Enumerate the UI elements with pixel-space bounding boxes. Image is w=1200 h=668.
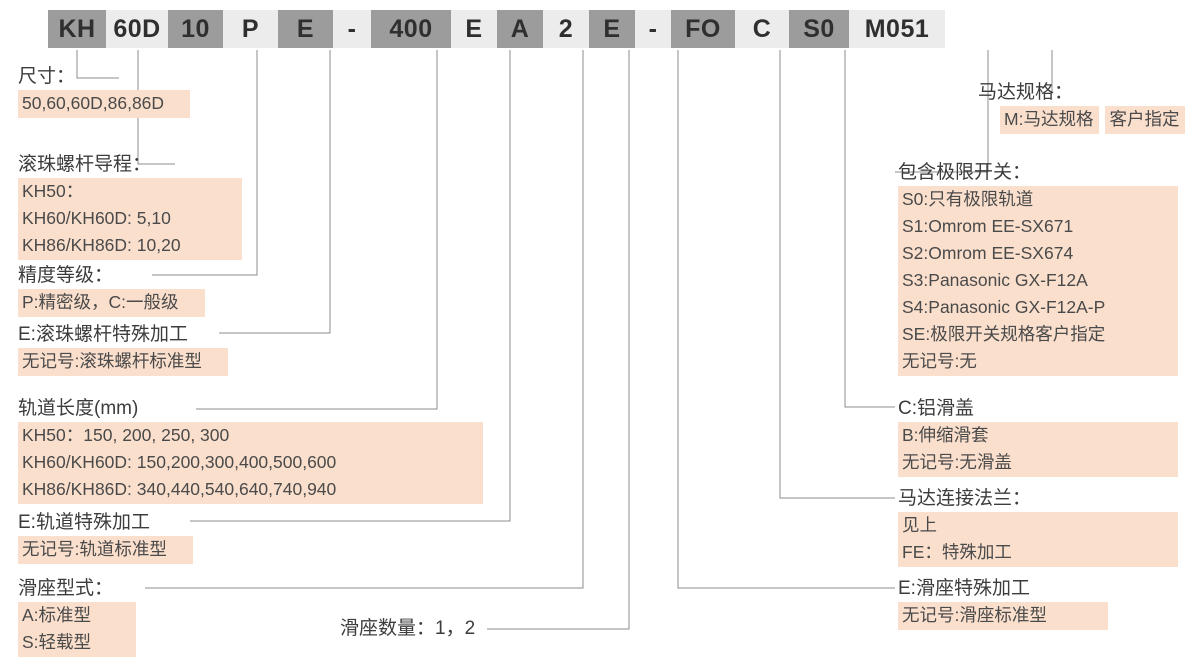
callout-screw-lead-row: KH86/KH86D: 10,20 bbox=[18, 232, 242, 260]
callout-limit-switch-se: SE:极限开关规格客户指定 bbox=[898, 321, 1178, 349]
callout-limit-switch-s2: S2:Omrom EE-SX674 bbox=[898, 240, 1178, 268]
callout-cover-row: B:伸缩滑套 bbox=[898, 422, 1178, 450]
callout-screw-special: E:滚珠螺杆特殊加工 无记号:滚珠螺杆标准型 bbox=[18, 322, 228, 376]
code-segment-1: 60D bbox=[106, 10, 168, 48]
callout-motor-flange-see-above: 见上 bbox=[898, 512, 1178, 540]
callout-slide-special-standard: 无记号:滑座标准型 bbox=[898, 602, 1108, 630]
callout-limit-switch-heading: 包含极限开关： bbox=[898, 162, 1032, 183]
code-segment-13: C bbox=[735, 10, 789, 48]
callout-motor-spec-custom: 客户指定 bbox=[1105, 106, 1186, 134]
callout-slide-type-a: A:标准型 bbox=[18, 602, 136, 630]
callout-screw-lead-kh86: KH86/KH86D: 10,20 bbox=[18, 232, 242, 260]
code-segment-7: E bbox=[451, 10, 497, 48]
callout-rail-length-heading: 轨道长度(mm) bbox=[18, 398, 139, 419]
code-segment-0: KH bbox=[48, 10, 106, 48]
callout-cover-none: 无记号:无滑盖 bbox=[898, 449, 1178, 477]
code-segment-4: E bbox=[278, 10, 333, 48]
callout-screw-special-standard: 无记号:滚珠螺杆标准型 bbox=[18, 348, 228, 376]
callout-slide-type: 滑座型式： A:标准型 S:轻载型 bbox=[18, 576, 136, 657]
callout-size-heading: 尺寸： bbox=[18, 66, 76, 87]
callout-screw-special-row: 无记号:滚珠螺杆标准型 bbox=[18, 348, 228, 376]
callout-motor-flange-fe: FE：特殊加工 bbox=[898, 539, 1178, 567]
code-segment-11: - bbox=[635, 10, 671, 48]
callout-slide-special-heading: E:滑座特殊加工 bbox=[898, 578, 1030, 599]
callout-slide-quantity: 滑座数量：1，2 bbox=[340, 616, 475, 642]
callout-accuracy-grade-row: P:精密级，C:一般级 bbox=[18, 289, 205, 317]
callout-rail-special: E:轨道特殊加工 无记号:轨道标准型 bbox=[18, 510, 193, 564]
callout-slide-type-heading: 滑座型式： bbox=[18, 578, 114, 599]
callout-limit-switch-row: S3:Panasonic GX-F12A bbox=[898, 267, 1178, 295]
callout-motor-flange-heading: 马达连接法兰： bbox=[898, 488, 1032, 509]
callout-limit-switch-row: S1:Omrom EE-SX671 bbox=[898, 213, 1178, 241]
callout-limit-switch-s4: S4:Panasonic GX-F12A-P bbox=[898, 294, 1178, 322]
callout-slide-special-row: 无记号:滑座标准型 bbox=[898, 602, 1108, 630]
code-segment-14: S0 bbox=[789, 10, 849, 48]
callout-motor-spec-row: M:马达规格 客户指定 bbox=[1000, 106, 1191, 134]
callout-rail-special-row: 无记号:轨道标准型 bbox=[18, 536, 193, 564]
callout-limit-switch: 包含极限开关： S0:只有极限轨道 S1:Omrom EE-SX671 S2:O… bbox=[898, 160, 1178, 376]
callout-slide-type-s: S:轻载型 bbox=[18, 629, 136, 657]
callout-limit-switch-s0: S0:只有极限轨道 bbox=[898, 186, 1178, 214]
callout-rail-length-row: KH60/KH60D: 150,200,300,400,500,600 bbox=[18, 449, 483, 477]
callout-motor-flange: 马达连接法兰： 见上 FE：特殊加工 bbox=[898, 486, 1178, 567]
code-segment-10: E bbox=[589, 10, 635, 48]
model-code-bar: KH 60D 10 P E -400 E A 2 E - FO C S0 M051 bbox=[48, 10, 945, 48]
callout-accuracy-grade-value: P:精密级，C:一般级 bbox=[18, 289, 205, 317]
callout-size: 尺寸： 50,60,60D,86,86D bbox=[18, 64, 191, 118]
callout-limit-switch-row: S0:只有极限轨道 bbox=[898, 186, 1178, 214]
code-segment-12: FO bbox=[671, 10, 735, 48]
callout-screw-lead: 滚珠螺杆导程： KH50： KH60/KH60D: 5,10 KH86/KH86… bbox=[18, 152, 242, 260]
callout-rail-length-kh86: KH86/KH86D: 340,440,540,640,740,940 bbox=[18, 476, 483, 504]
code-segment-8: A bbox=[497, 10, 543, 48]
code-segment-9: 2 bbox=[543, 10, 589, 48]
callout-cover-row: 无记号:无滑盖 bbox=[898, 449, 1178, 477]
callout-screw-lead-row: KH60/KH60D: 5,10 bbox=[18, 205, 242, 233]
callout-limit-switch-row: SE:极限开关规格客户指定 bbox=[898, 321, 1178, 349]
callout-slide-type-row: S:轻载型 bbox=[18, 629, 136, 657]
callout-accuracy-grade: 精度等级： P:精密级，C:一般级 bbox=[18, 263, 205, 317]
callout-cover: C:铝滑盖 B:伸缩滑套 无记号:无滑盖 bbox=[898, 396, 1178, 477]
callout-rail-length-kh50: KH50：150, 200, 250, 300 bbox=[18, 422, 483, 450]
callout-cover-b: B:伸缩滑套 bbox=[898, 422, 1178, 450]
callout-motor-spec: 马达规格： M:马达规格 客户指定 bbox=[978, 80, 1191, 134]
callout-cover-heading: C:铝滑盖 bbox=[898, 398, 975, 419]
callout-size-row: 50,60,60D,86,86D bbox=[18, 90, 191, 118]
callout-rail-length: 轨道长度(mm) KH50：150, 200, 250, 300 KH60/KH… bbox=[18, 396, 483, 504]
callout-limit-switch-row: 无记号:无 bbox=[898, 348, 1178, 376]
callout-motor-spec-heading: 马达规格： bbox=[978, 82, 1074, 103]
callout-limit-switch-row: S2:Omrom EE-SX674 bbox=[898, 240, 1178, 268]
callout-screw-lead-kh60: KH60/KH60D: 5,10 bbox=[18, 205, 242, 233]
callout-rail-length-row: KH86/KH86D: 340,440,540,640,740,940 bbox=[18, 476, 483, 504]
callout-screw-special-heading: E:滚珠螺杆特殊加工 bbox=[18, 324, 188, 345]
callout-screw-lead-heading: 滚珠螺杆导程： bbox=[18, 154, 152, 175]
callout-slide-type-row: A:标准型 bbox=[18, 602, 136, 630]
callout-rail-length-kh60: KH60/KH60D: 150,200,300,400,500,600 bbox=[18, 449, 483, 477]
callout-size-value: 50,60,60D,86,86D bbox=[18, 90, 191, 118]
callout-limit-switch-s3: S3:Panasonic GX-F12A bbox=[898, 267, 1178, 295]
callout-motor-flange-row: 见上 bbox=[898, 512, 1178, 540]
callout-limit-switch-s1: S1:Omrom EE-SX671 bbox=[898, 213, 1178, 241]
callout-rail-special-heading: E:轨道特殊加工 bbox=[18, 512, 150, 533]
code-segment-15: M051 bbox=[849, 10, 945, 48]
code-segment-6: 400 bbox=[371, 10, 451, 48]
callout-rail-length-row: KH50：150, 200, 250, 300 bbox=[18, 422, 483, 450]
callout-slide-quantity-label: 滑座数量：1，2 bbox=[340, 618, 476, 639]
callout-screw-lead-row: KH50： bbox=[18, 178, 242, 206]
code-segment-5: - bbox=[333, 10, 371, 48]
callout-motor-spec-m: M:马达规格 bbox=[1000, 106, 1100, 134]
callout-accuracy-grade-heading: 精度等级： bbox=[18, 265, 114, 286]
callout-screw-lead-kh50: KH50： bbox=[18, 178, 242, 206]
callout-rail-special-standard: 无记号:轨道标准型 bbox=[18, 536, 193, 564]
code-segment-2: 10 bbox=[168, 10, 223, 48]
callout-limit-switch-row: S4:Panasonic GX-F12A-P bbox=[898, 294, 1178, 322]
callout-limit-switch-none: 无记号:无 bbox=[898, 348, 1178, 376]
callout-motor-flange-row: FE：特殊加工 bbox=[898, 539, 1178, 567]
callout-slide-special: E:滑座特殊加工 无记号:滑座标准型 bbox=[898, 576, 1108, 630]
code-segment-3: P bbox=[223, 10, 278, 48]
